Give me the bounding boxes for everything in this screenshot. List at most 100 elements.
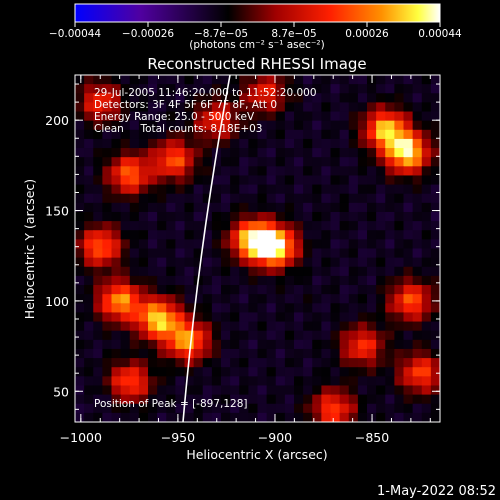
heatmap-cell — [93, 148, 103, 158]
heatmap-cell — [385, 412, 395, 422]
heatmap-cell — [348, 257, 359, 268]
heatmap-cell — [75, 193, 85, 204]
heatmap-cell — [184, 129, 195, 140]
heatmap-cell — [248, 257, 258, 268]
heatmap-cell — [138, 84, 149, 94]
heatmap-cell — [148, 148, 158, 158]
heatmap-cell — [120, 248, 131, 259]
heatmap-cell — [321, 93, 331, 103]
heatmap-cell — [111, 303, 122, 313]
heatmap-cell — [129, 385, 140, 395]
heatmap-cell — [321, 221, 331, 231]
heatmap-cell — [257, 75, 268, 85]
heatmap-cell — [385, 84, 395, 94]
heatmap-cell — [157, 303, 167, 313]
heatmap-cell — [175, 202, 185, 213]
heatmap-cell — [330, 211, 341, 222]
heatmap-cell — [157, 312, 167, 322]
heatmap-cell — [312, 403, 322, 414]
heatmap-cell — [230, 111, 240, 122]
heatmap-cell — [157, 367, 167, 377]
heatmap-cell — [84, 266, 94, 277]
heatmap-cell — [412, 175, 423, 185]
heatmap-cell — [357, 394, 368, 405]
heatmap-cell — [430, 120, 440, 131]
heatmap-cell — [129, 348, 140, 359]
heatmap-cell — [138, 303, 149, 313]
heatmap-cell — [430, 312, 440, 322]
heatmap-cell — [303, 111, 313, 122]
heatmap-cell — [120, 358, 131, 368]
heatmap-cell — [303, 239, 313, 249]
heatmap-cell — [394, 211, 404, 222]
heatmap-cell — [248, 202, 258, 213]
heatmap-cell — [202, 403, 213, 414]
heatmap-cell — [275, 84, 286, 94]
heatmap-cell — [84, 385, 94, 395]
heatmap-cell — [102, 412, 112, 422]
heatmap-cell — [193, 339, 204, 350]
heatmap-cell — [221, 102, 231, 112]
heatmap-cell — [376, 339, 386, 350]
heatmap-cell — [321, 312, 331, 322]
heatmap-cell — [157, 221, 167, 231]
heatmap-cell — [138, 285, 149, 295]
heatmap-cell — [294, 84, 304, 94]
heatmap-cell — [348, 348, 359, 359]
x-tick-label: −900 — [258, 430, 292, 445]
heatmap-cell — [211, 175, 222, 185]
heatmap-cell — [148, 412, 158, 422]
heatmap-cell — [303, 339, 313, 350]
heatmap-cell — [221, 394, 231, 405]
heatmap-cell — [193, 175, 204, 185]
heatmap-cell — [184, 367, 195, 377]
heatmap-cell — [385, 403, 395, 414]
heatmap-cell — [175, 330, 185, 341]
heatmap-cell — [321, 285, 331, 295]
heatmap-cell — [175, 321, 185, 332]
heatmap-cell — [376, 120, 386, 131]
heatmap-cell — [93, 129, 103, 140]
heatmap-cell — [303, 403, 313, 414]
heatmap-cell — [403, 275, 414, 286]
heatmap-cell — [412, 239, 423, 249]
heatmap-cell — [138, 157, 149, 167]
heatmap-cell — [430, 394, 440, 405]
heatmap-cell — [221, 166, 231, 176]
heatmap-cell — [284, 230, 295, 240]
heatmap-cell — [421, 348, 432, 359]
heatmap-cell — [430, 385, 440, 395]
heatmap-cell — [412, 330, 423, 341]
heatmap-cell — [129, 75, 140, 85]
heatmap-cell — [221, 312, 231, 322]
heatmap-cell — [184, 157, 195, 167]
heatmap-cell — [221, 321, 231, 332]
heatmap-cell — [120, 193, 131, 204]
heatmap-cell — [430, 221, 440, 231]
heatmap-cell — [230, 257, 240, 268]
heatmap-cell — [102, 193, 112, 204]
heatmap-cell — [248, 84, 258, 94]
x-tick-label: −850 — [355, 430, 389, 445]
heatmap-cell — [275, 111, 286, 122]
heatmap-cell — [120, 412, 131, 422]
heatmap-cell — [294, 211, 304, 222]
heatmap-cell — [129, 412, 140, 422]
heatmap-cell — [284, 111, 295, 122]
heatmap-cell — [84, 294, 94, 304]
heatmap-cell — [385, 275, 395, 286]
heatmap-cell — [211, 385, 222, 395]
heatmap-cell — [312, 303, 322, 313]
heatmap-cell — [312, 93, 322, 103]
heatmap-cell — [93, 221, 103, 231]
heatmap-cell — [284, 312, 295, 322]
heatmap-cell — [175, 412, 185, 422]
heatmap-cell — [339, 394, 350, 405]
heatmap-cell — [403, 285, 414, 295]
heatmap-cell — [138, 239, 149, 249]
heatmap-cell — [211, 120, 222, 131]
heatmap-cell — [230, 93, 240, 103]
heatmap-cell — [221, 175, 231, 185]
heatmap-cell — [403, 248, 414, 259]
heatmap-cell — [385, 157, 395, 167]
